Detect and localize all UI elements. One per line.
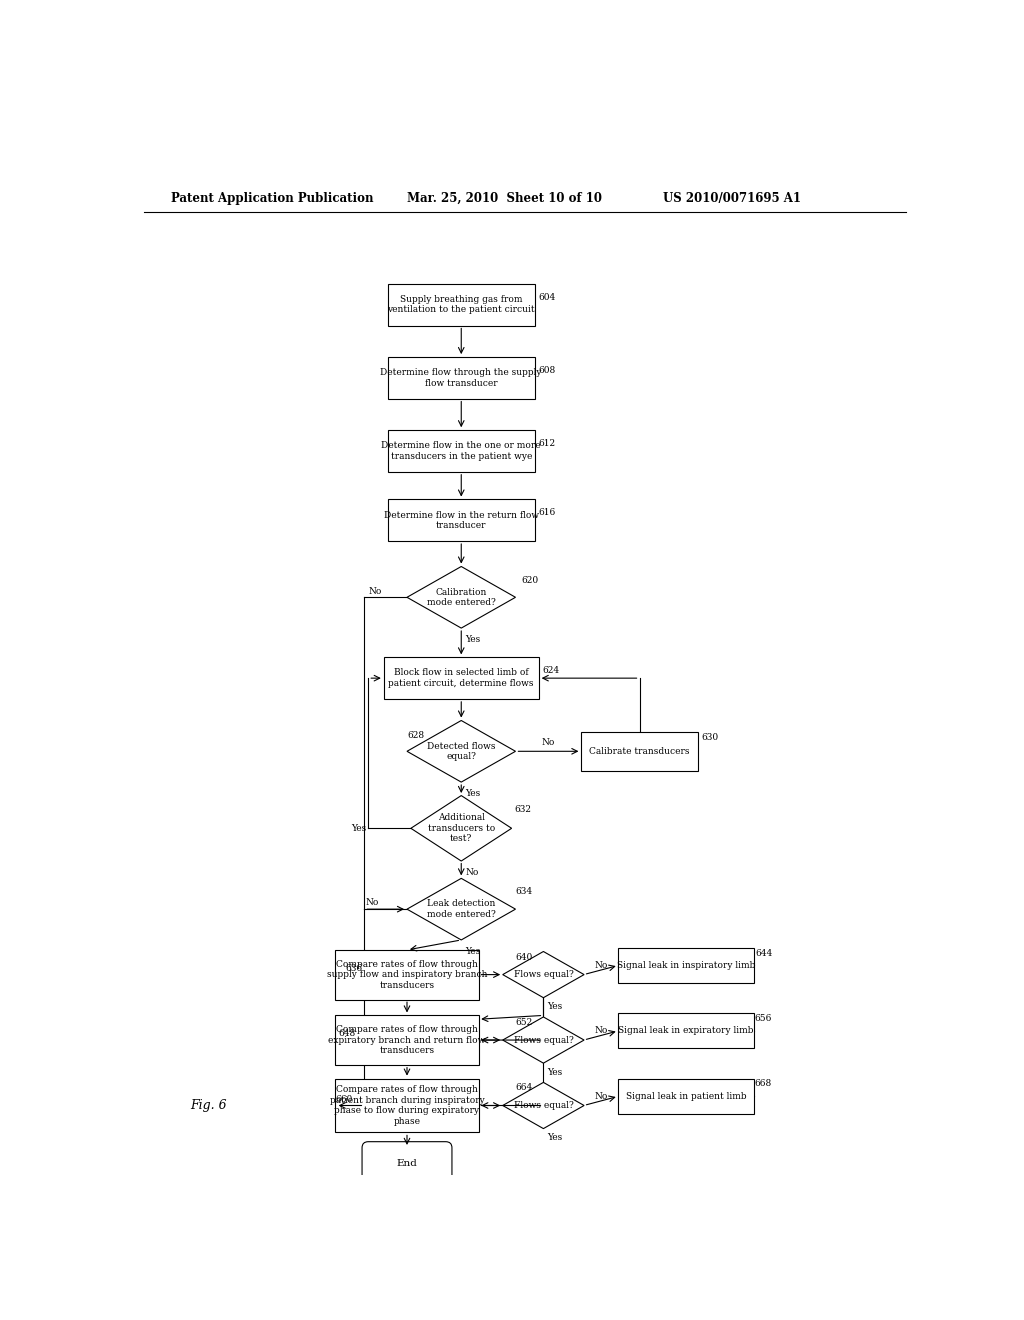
Text: Fig. 6: Fig. 6 <box>190 1100 226 1113</box>
FancyBboxPatch shape <box>618 1078 754 1114</box>
Text: 624: 624 <box>543 667 560 675</box>
Text: Yes: Yes <box>351 824 367 833</box>
Text: Yes: Yes <box>547 1002 562 1011</box>
Text: Flows equal?: Flows equal? <box>513 1101 573 1110</box>
Text: 604: 604 <box>539 293 556 301</box>
Text: 620: 620 <box>521 576 539 585</box>
Text: Mar. 25, 2010  Sheet 10 of 10: Mar. 25, 2010 Sheet 10 of 10 <box>407 191 602 205</box>
Text: Supply breathing gas from
ventilation to the patient circuit: Supply breathing gas from ventilation to… <box>387 294 536 314</box>
Text: 612: 612 <box>539 438 556 447</box>
Text: Yes: Yes <box>547 1134 562 1142</box>
Text: No: No <box>366 899 379 907</box>
Text: Block flow in selected limb of
patient circuit, determine flows: Block flow in selected limb of patient c… <box>388 668 534 688</box>
Text: Signal leak in patient limb: Signal leak in patient limb <box>626 1092 746 1101</box>
Text: Flows equal?: Flows equal? <box>513 1036 573 1044</box>
FancyBboxPatch shape <box>362 1142 452 1185</box>
Text: Calibration
mode entered?: Calibration mode entered? <box>427 587 496 607</box>
Text: 636: 636 <box>345 964 362 973</box>
Text: 634: 634 <box>515 887 532 896</box>
Text: 608: 608 <box>539 366 556 375</box>
FancyBboxPatch shape <box>388 499 535 541</box>
Text: No: No <box>594 961 607 970</box>
Polygon shape <box>503 1082 584 1129</box>
Text: 652: 652 <box>515 1018 532 1027</box>
FancyBboxPatch shape <box>388 356 535 399</box>
Text: 648: 648 <box>339 1030 356 1039</box>
Text: No: No <box>542 738 555 747</box>
FancyBboxPatch shape <box>388 284 535 326</box>
Text: End: End <box>396 1159 418 1168</box>
Text: US 2010/0071695 A1: US 2010/0071695 A1 <box>663 191 801 205</box>
Text: Leak detection
mode entered?: Leak detection mode entered? <box>427 899 496 919</box>
Text: 640: 640 <box>515 953 532 962</box>
Polygon shape <box>503 1016 584 1063</box>
FancyBboxPatch shape <box>618 948 754 982</box>
Polygon shape <box>503 952 584 998</box>
FancyBboxPatch shape <box>384 657 539 700</box>
Text: 628: 628 <box>407 731 424 741</box>
Polygon shape <box>407 566 515 628</box>
Text: 656: 656 <box>755 1014 771 1023</box>
Text: Detected flows
equal?: Detected flows equal? <box>427 742 496 762</box>
Text: No: No <box>594 1092 607 1101</box>
Text: 630: 630 <box>701 733 719 742</box>
Text: No: No <box>465 867 478 876</box>
Text: No: No <box>594 1027 607 1035</box>
Text: Compare rates of flow through
expiratory branch and return flow
transducers: Compare rates of flow through expiratory… <box>329 1026 485 1055</box>
Text: Additional
transducers to
test?: Additional transducers to test? <box>428 813 495 843</box>
Text: Yes: Yes <box>547 1068 562 1077</box>
Text: No: No <box>369 586 382 595</box>
Text: 644: 644 <box>756 949 773 957</box>
Text: Flows equal?: Flows equal? <box>513 970 573 979</box>
Polygon shape <box>411 796 512 861</box>
FancyBboxPatch shape <box>618 1014 754 1048</box>
FancyBboxPatch shape <box>335 1078 478 1133</box>
Text: 668: 668 <box>755 1080 771 1089</box>
Polygon shape <box>407 721 515 781</box>
Text: 660: 660 <box>336 1094 353 1104</box>
Text: Signal leak in expiratory limb: Signal leak in expiratory limb <box>618 1027 754 1035</box>
Text: 664: 664 <box>515 1084 532 1092</box>
Text: Determine flow in the return flow
transducer: Determine flow in the return flow transd… <box>384 511 539 531</box>
FancyBboxPatch shape <box>335 949 478 999</box>
Text: Calibrate transducers: Calibrate transducers <box>589 747 690 756</box>
Text: Signal leak in inspiratory limb: Signal leak in inspiratory limb <box>616 961 755 970</box>
Text: Yes: Yes <box>465 946 480 956</box>
Text: 632: 632 <box>514 805 531 813</box>
Text: Compare rates of flow through
patient branch during inspiratory
phase to flow du: Compare rates of flow through patient br… <box>330 1085 484 1126</box>
Text: Yes: Yes <box>465 789 480 799</box>
Text: 616: 616 <box>539 508 556 517</box>
FancyBboxPatch shape <box>388 430 535 473</box>
Text: Determine flow in the one or more
transducers in the patient wye: Determine flow in the one or more transd… <box>381 441 541 461</box>
FancyBboxPatch shape <box>335 1015 478 1065</box>
Text: Compare rates of flow through
supply flow and inspiratory branch
transducers: Compare rates of flow through supply flo… <box>327 960 487 990</box>
Text: Patent Application Publication: Patent Application Publication <box>171 191 373 205</box>
Text: Determine flow through the supply
flow transducer: Determine flow through the supply flow t… <box>381 368 542 388</box>
Polygon shape <box>407 878 515 940</box>
FancyBboxPatch shape <box>582 733 697 771</box>
Text: Yes: Yes <box>465 635 480 644</box>
